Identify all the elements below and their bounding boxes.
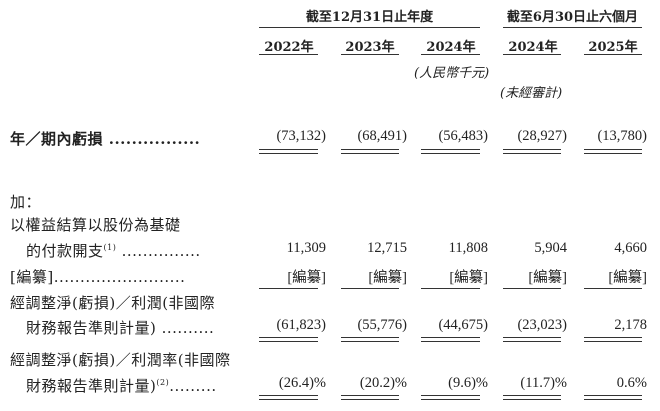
row-label-net-loss: 年／期內虧損 ................ (10, 130, 201, 148)
row-label-sbc-2: 的付款開支(1) ............... (26, 240, 201, 261)
double-underline (259, 149, 318, 154)
dots: ......... (169, 377, 217, 395)
value-cell-2024-h1: (23,023) (517, 317, 567, 333)
double-underline (421, 395, 480, 400)
value-cell-2024: (9.6)% (448, 375, 488, 391)
value-cell-2025-h1: 4,660 (614, 240, 647, 256)
row-label-redacted: [編纂]......................... (10, 268, 186, 286)
value-cell-2025-h1: 0.6% (616, 375, 647, 391)
column-header-2022: 2022年 (264, 40, 314, 55)
underline (259, 288, 318, 289)
header-interim-group: 截至6月30日止六個月 (506, 10, 639, 25)
double-underline (421, 149, 480, 154)
double-underline (503, 337, 561, 342)
underline (341, 288, 399, 289)
double-underline (584, 149, 642, 154)
row-label-adjusted-1: 經調整淨(虧損)／利潤(非國際 (10, 294, 216, 312)
dots: ............... (116, 242, 201, 260)
double-underline (503, 149, 561, 154)
double-underline (259, 395, 318, 400)
value-cell-2024-h1: 5,904 (534, 240, 567, 256)
double-underline (341, 395, 399, 400)
divider (421, 54, 480, 55)
value-cell-2024-h1: (28,927) (517, 128, 567, 144)
column-header-2024-h1: 2024年 (508, 40, 558, 55)
column-header-2024: 2024年 (426, 40, 476, 55)
column-header-2023: 2023年 (345, 40, 395, 55)
footnote-marker: (1) (103, 243, 117, 252)
value-cell-2024: (56,483) (438, 128, 488, 144)
label-text: 財務報告準則計量) (26, 377, 157, 395)
value-cell-2024: [編纂] (449, 270, 488, 286)
value-cell-2022: 11,309 (286, 240, 326, 256)
underline (584, 288, 642, 289)
value-cell-2025-h1: (13,780) (597, 128, 647, 144)
row-label-margin-1: 經調整淨(虧損)／利潤率(非國際 (10, 351, 231, 369)
value-cell-2025-h1: [編纂] (608, 270, 647, 286)
label-text: 的付款開支 (26, 242, 104, 260)
value-cell-2025-h1: 2,178 (614, 317, 647, 333)
divider (503, 54, 561, 55)
currency-note: (人民幣千元) (414, 66, 490, 81)
row-label-margin-2: 財務報告準則計量)(2)......... (26, 375, 217, 396)
header-annual-group: 截至12月31日止年度 (305, 10, 434, 25)
value-cell-2023: [編纂] (368, 270, 407, 286)
column-header-2025-h1: 2025年 (588, 40, 638, 55)
divider (503, 27, 642, 28)
value-cell-2023: (20.2)% (359, 375, 407, 391)
value-cell-2023: (68,491) (357, 128, 407, 144)
footnote-marker: (2) (156, 378, 170, 387)
double-underline (503, 395, 561, 400)
divider (584, 54, 642, 55)
double-underline (421, 337, 480, 342)
value-cell-2024: 11,808 (448, 240, 488, 256)
value-cell-2022: (73,132) (276, 128, 326, 144)
double-underline (341, 149, 399, 154)
divider (259, 54, 318, 55)
value-cell-2022: (61,823) (276, 317, 326, 333)
row-label-sbc-1: 以權益結算以股份為基礎 (10, 216, 181, 234)
value-cell-2023: 12,715 (367, 240, 407, 256)
value-cell-2022: (26.4)% (278, 375, 326, 391)
double-underline (259, 337, 318, 342)
row-label-add: 加： (10, 193, 42, 211)
divider (259, 27, 480, 28)
row-label-adjusted-2: 財務報告準則計量) .......... (26, 319, 215, 337)
value-cell-2023: (55,776) (357, 317, 407, 333)
underline (421, 288, 480, 289)
value-cell-2024: (44,675) (438, 317, 488, 333)
value-cell-2024-h1: [編纂] (528, 270, 567, 286)
double-underline (584, 395, 642, 400)
unaudited-note: (未經審計) (500, 86, 563, 101)
value-cell-2024-h1: (11.7)% (520, 375, 567, 391)
double-underline (341, 337, 399, 342)
double-underline (584, 337, 642, 342)
underline (503, 288, 561, 289)
value-cell-2022: [編纂] (287, 270, 326, 286)
divider (341, 54, 399, 55)
